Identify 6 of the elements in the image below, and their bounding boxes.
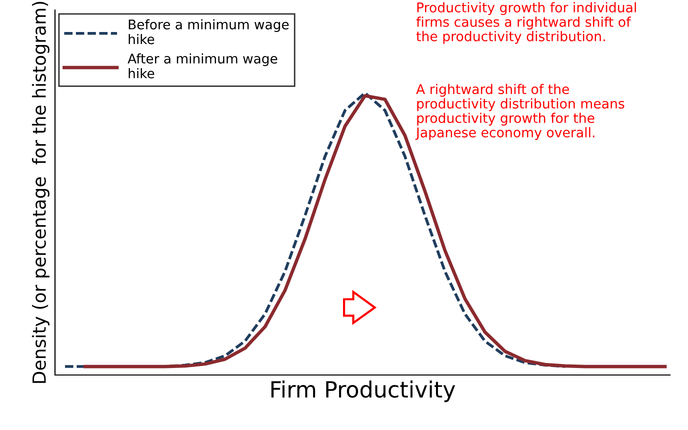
- legend-label: After a minimum wage hike: [128, 53, 278, 78]
- x-axis-title: Firm Productivity: [271, 380, 456, 402]
- y-axis-title: Density (or percentage for the histogram): [32, 2, 50, 383]
- annotation: A rightward shift of the productivity distribution means productivity growth for the Japanese economy overall.: [415, 84, 624, 140]
- legend-label: Before a minimum wage hike: [128, 19, 289, 44]
- text: Productivity growth for individual firms causes a rightward shift of the productivity distribution.: [416, 2, 636, 44]
